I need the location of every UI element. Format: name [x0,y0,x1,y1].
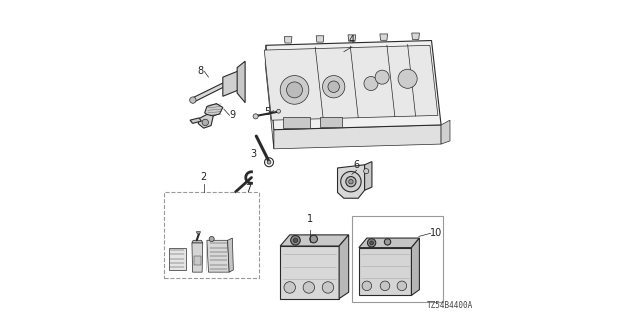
Text: 2: 2 [200,172,207,182]
Circle shape [276,109,280,113]
Bar [352,216,443,302]
Polygon shape [237,61,245,103]
Circle shape [364,76,378,91]
Text: 7: 7 [245,184,252,194]
Polygon shape [196,232,200,234]
Polygon shape [205,104,223,117]
Circle shape [287,82,303,98]
Text: 1: 1 [307,214,314,224]
Circle shape [340,172,361,192]
Polygon shape [198,115,213,128]
Circle shape [189,97,196,103]
Circle shape [267,160,271,164]
Circle shape [303,282,315,293]
Polygon shape [207,240,229,272]
Text: TZ54B4400A: TZ54B4400A [427,301,473,310]
Circle shape [202,119,209,125]
Text: 6: 6 [353,160,360,170]
Polygon shape [223,71,239,96]
Circle shape [380,281,390,291]
Bar [169,248,186,270]
Polygon shape [359,248,412,295]
Circle shape [346,177,356,187]
Circle shape [253,114,258,119]
Circle shape [370,241,374,245]
Bar [164,192,259,278]
Text: 3: 3 [250,148,256,159]
Polygon shape [264,45,438,120]
Circle shape [293,238,298,243]
Polygon shape [337,165,365,198]
Polygon shape [280,235,349,246]
Polygon shape [280,246,339,299]
Polygon shape [274,125,441,149]
Circle shape [280,76,309,104]
Circle shape [364,169,369,174]
Polygon shape [266,41,441,130]
Circle shape [398,69,417,88]
Polygon shape [228,238,234,272]
Polygon shape [380,34,388,40]
Circle shape [362,281,372,291]
Circle shape [328,81,339,92]
Text: 4: 4 [349,35,355,45]
Polygon shape [190,118,202,123]
Polygon shape [359,238,419,248]
Polygon shape [348,35,356,41]
Circle shape [323,76,345,98]
Polygon shape [192,243,203,272]
Polygon shape [316,36,324,42]
Polygon shape [284,37,292,43]
Circle shape [322,282,333,293]
Circle shape [397,281,406,291]
Polygon shape [365,162,372,190]
Circle shape [310,235,317,243]
Text: 8: 8 [198,66,204,76]
Text: 5: 5 [264,107,271,117]
Bar [193,256,201,265]
Polygon shape [339,235,349,299]
Circle shape [367,239,376,247]
Circle shape [209,236,214,242]
Polygon shape [412,238,419,295]
Circle shape [284,282,296,293]
Bar [284,117,310,128]
Circle shape [291,236,300,245]
Polygon shape [193,82,225,103]
Circle shape [349,180,353,184]
Polygon shape [265,45,274,149]
Bar [320,117,342,126]
Text: 10: 10 [430,228,442,238]
Polygon shape [441,120,450,144]
Text: 9: 9 [229,110,236,120]
Polygon shape [192,240,203,243]
Polygon shape [412,33,419,39]
Circle shape [375,70,389,84]
Circle shape [385,239,391,245]
